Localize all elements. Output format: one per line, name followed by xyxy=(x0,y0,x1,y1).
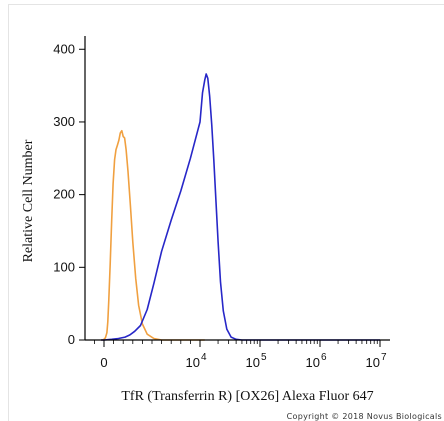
x-tick-label-0: 0 xyxy=(100,355,107,370)
plot-lines xyxy=(101,73,380,341)
series-line-2 xyxy=(101,73,380,341)
y-tick-label-100: 100 xyxy=(53,259,75,274)
axis-labels: 0 100 200 300 400 0 104 105 106 107 TfR (Transferr… xyxy=(21,41,387,404)
frame-top-border xyxy=(8,4,444,5)
y-tick-label-0: 0 xyxy=(68,332,75,347)
x-tick-label-1000000: 106 xyxy=(305,352,326,370)
y-tick-label-200: 200 xyxy=(53,187,75,202)
y-tick-label-300: 300 xyxy=(53,114,75,129)
y-tick-label-400: 400 xyxy=(53,41,75,56)
x-tick-label-10000: 104 xyxy=(185,352,206,370)
x-tick-label-10000000: 107 xyxy=(365,352,386,370)
frame-left-border xyxy=(8,4,9,421)
y-axis-title: Relative Cell Number xyxy=(21,139,36,262)
x-tick-label-100000: 105 xyxy=(245,352,266,370)
copyright-notice: Copyright © 2018 Novus Biologicals xyxy=(286,412,442,421)
x-axis-title: TfR (Transferrin R) [OX26] Alexa Fluor 6… xyxy=(121,389,373,404)
axes xyxy=(79,36,390,347)
series-line-1 xyxy=(101,129,205,341)
